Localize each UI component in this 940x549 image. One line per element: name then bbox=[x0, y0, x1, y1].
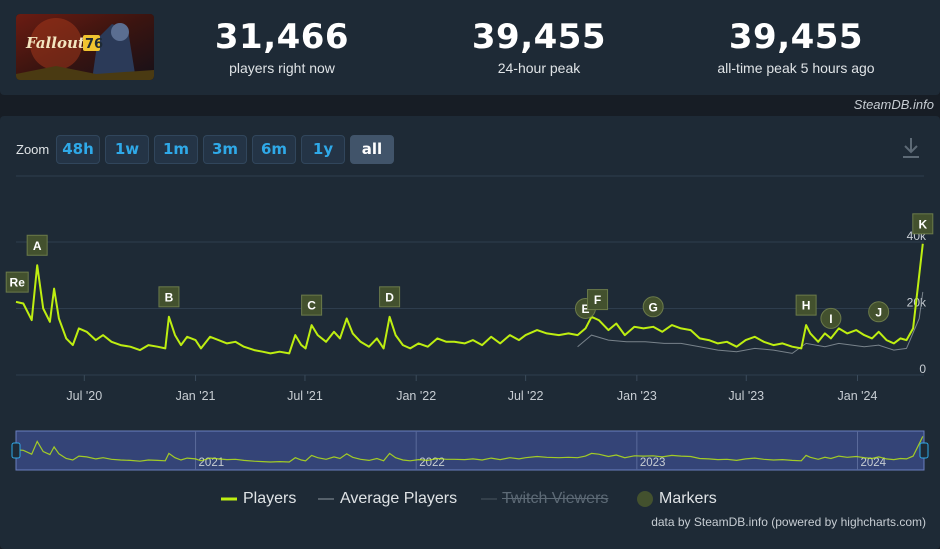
marker-shape bbox=[379, 286, 401, 308]
marker-k: K bbox=[912, 213, 934, 235]
marker-shape bbox=[158, 286, 180, 308]
thumbnail-logo-text: Fallout bbox=[25, 34, 85, 52]
zoom-button-1w[interactable]: 1w bbox=[105, 135, 149, 164]
x-tick-label: Jul '21 bbox=[287, 389, 323, 403]
grid-lines bbox=[16, 175, 924, 376]
zoom-button-6m[interactable]: 6m bbox=[252, 135, 296, 164]
svg-text:76: 76 bbox=[85, 37, 103, 52]
marker-shape bbox=[795, 294, 817, 316]
stat-value: 39,455 bbox=[728, 17, 864, 57]
legend-players[interactable]: Players bbox=[243, 490, 297, 507]
zoom-button-1m[interactable]: 1m bbox=[154, 135, 198, 164]
legend-markers-swatch bbox=[637, 491, 653, 507]
marker-j: J bbox=[868, 301, 890, 323]
marker-label: F bbox=[594, 293, 601, 307]
marker-shape bbox=[820, 307, 842, 329]
event-markers: Re A B C D EF G H I J K bbox=[5, 213, 934, 329]
stat-label: all-time peak 5 hours ago bbox=[717, 60, 875, 76]
series-players bbox=[15, 243, 924, 355]
series-lines bbox=[15, 243, 924, 355]
navigator-right-handle bbox=[919, 442, 929, 459]
legend-markers[interactable]: Markers bbox=[659, 490, 717, 507]
marker-g: G bbox=[642, 296, 664, 318]
marker-shape bbox=[5, 271, 29, 293]
x-tick-label: Jan '21 bbox=[176, 389, 216, 403]
marker-shape bbox=[912, 213, 934, 235]
marker-shape bbox=[301, 294, 323, 316]
navigator-year-label: 2024 bbox=[861, 457, 887, 469]
marker-label: H bbox=[802, 299, 811, 313]
marker-label: Re bbox=[10, 276, 26, 290]
x-tick-label: Jul '22 bbox=[508, 389, 544, 403]
y-tick-label: 0 bbox=[919, 362, 926, 376]
marker-shape bbox=[26, 234, 48, 256]
zoom-button-all[interactable]: all bbox=[350, 135, 394, 164]
zoom-button-3m[interactable]: 3m bbox=[203, 135, 247, 164]
highcharts-credit[interactable]: data by SteamDB.info (powered by highcha… bbox=[651, 515, 926, 529]
legend-average-players[interactable]: Average Players bbox=[340, 490, 458, 507]
series-average-players bbox=[577, 291, 924, 354]
legend-twitch-viewers[interactable]: Twitch Viewers bbox=[502, 490, 609, 507]
stat-24h-peak: 39,455 24-hour peak bbox=[429, 18, 649, 76]
stat-value: 39,455 bbox=[471, 17, 607, 57]
stat-label: players right now bbox=[229, 60, 335, 76]
x-tick-label: Jan '22 bbox=[396, 389, 436, 403]
stat-all-time-peak: 39,455 all-time peak 5 hours ago bbox=[686, 18, 906, 76]
marker-f: F bbox=[587, 289, 609, 311]
stat-value: 31,466 bbox=[214, 17, 350, 57]
stat-label: 24-hour peak bbox=[497, 60, 581, 76]
navigator-left-handle bbox=[11, 442, 21, 459]
x-tick-label: Jul '23 bbox=[728, 389, 764, 403]
marker-label: C bbox=[307, 299, 316, 313]
marker-shape bbox=[868, 301, 890, 323]
game-thumbnail-art: Fallout 76 bbox=[16, 14, 154, 80]
marker-label: E bbox=[581, 302, 589, 316]
marker-label: I bbox=[829, 312, 832, 326]
marker-c: C bbox=[301, 294, 323, 316]
marker-label: D bbox=[385, 290, 394, 304]
download-icon[interactable] bbox=[900, 136, 922, 160]
navigator-series bbox=[15, 436, 924, 463]
marker-label: B bbox=[165, 290, 174, 304]
marker-i: I bbox=[820, 307, 842, 329]
marker-label: K bbox=[918, 217, 927, 231]
chart-panel bbox=[0, 116, 940, 549]
zoom-label: Zoom bbox=[16, 142, 50, 157]
x-axis-ticks: Jul '20 Jan '21 Jul '21 Jan '22 Jul '22 Jan '… bbox=[66, 375, 878, 403]
steamdb-credit[interactable]: SteamDB.info bbox=[853, 97, 934, 112]
x-tick-label: Jan '24 bbox=[838, 389, 878, 403]
marker-shape bbox=[587, 289, 609, 311]
marker-label: A bbox=[33, 239, 42, 253]
marker-d: D bbox=[379, 286, 401, 308]
stats-header: Fallout 76 31,466 players right now 39,4… bbox=[0, 0, 940, 95]
zoom-button-48h[interactable]: 48h bbox=[56, 135, 100, 164]
marker-h: H bbox=[795, 294, 817, 316]
marker-label: J bbox=[875, 305, 882, 319]
marker-re: Re bbox=[5, 271, 29, 293]
game-thumbnail[interactable]: Fallout 76 bbox=[16, 14, 154, 80]
navigator-window bbox=[16, 431, 924, 470]
zoom-button-1y[interactable]: 1y bbox=[301, 135, 345, 164]
legend-swatches bbox=[221, 491, 653, 507]
navigator: 2021 2022 2023 2024 bbox=[11, 430, 929, 471]
stat-current-players: 31,466 players right now bbox=[172, 18, 392, 76]
marker-a: A bbox=[26, 234, 48, 256]
marker-label: G bbox=[648, 300, 657, 314]
x-tick-label: Jan '23 bbox=[617, 389, 657, 403]
marker-shape bbox=[642, 296, 664, 318]
x-tick-label: Jul '20 bbox=[66, 389, 102, 403]
marker-b: B bbox=[158, 286, 180, 308]
navigator-year-label: 2023 bbox=[640, 457, 666, 469]
